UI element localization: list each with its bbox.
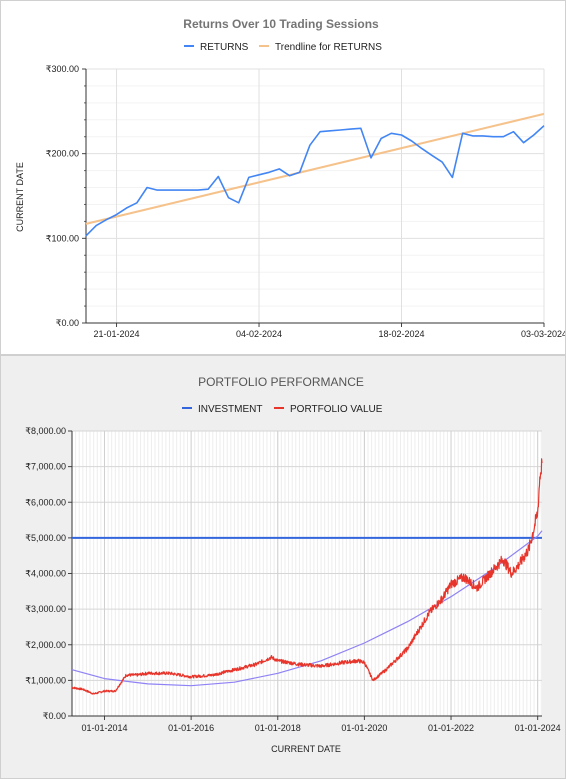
portfolio-chart-panel: PORTFOLIO PERFORMANCE INVESTMENT PORTFOL…	[0, 355, 566, 779]
series-line-returns	[85, 125, 545, 237]
x-tick-label: 01-01-2022	[428, 723, 474, 733]
y-axis-title: CURRENT DATE	[15, 162, 25, 232]
legend[interactable]: RETURNS Trendline for RETURNS	[184, 42, 382, 53]
y-tick-label: ₹2,000.00	[25, 640, 66, 650]
y-tick-label: ₹5,000.00	[25, 533, 66, 543]
x-tick-label: 01-01-2020	[341, 723, 387, 733]
x-tick-label: 18-02-2024	[378, 329, 424, 339]
series-lines	[71, 458, 543, 695]
y-tick-label: ₹0.00	[56, 318, 79, 328]
returns-chart-panel: Returns Over 10 Trading Sessions RETURNS…	[0, 0, 566, 355]
chart-title: Returns Over 10 Trading Sessions	[183, 17, 379, 31]
x-tick-label: 01-01-2016	[168, 723, 214, 733]
series-line-portfolio-value	[71, 458, 543, 695]
axes	[82, 68, 545, 327]
series-lines	[85, 112, 545, 237]
y-tick-label: ₹200.00	[46, 149, 79, 159]
x-tick-label: 03-03-2024	[521, 329, 565, 339]
x-tick-label: 04-02-2024	[236, 329, 282, 339]
axes	[68, 430, 542, 720]
returns-chart: Returns Over 10 Trading Sessions RETURNS…	[15, 17, 565, 339]
grid	[86, 68, 545, 323]
x-axis-title: CURRENT DATE	[271, 744, 341, 754]
legend-label-investment[interactable]: INVESTMENT	[198, 404, 262, 415]
legend-label-returns[interactable]: RETURNS	[200, 42, 249, 53]
legend[interactable]: INVESTMENT PORTFOLIO VALUE	[182, 404, 383, 415]
y-tick-label: ₹3,000.00	[25, 604, 66, 614]
y-tick-label: ₹100.00	[46, 233, 79, 243]
y-tick-label: ₹7,000.00	[25, 462, 66, 472]
y-tick-label: ₹6,000.00	[25, 497, 66, 507]
tick-labels: ₹0.00 ₹1,000.00 ₹2,000.00 ₹3,000.00 ₹4,000.0…	[25, 426, 560, 733]
legend-label-trendline[interactable]: Trendline for RETURNS	[275, 42, 382, 53]
portfolio-chart: PORTFOLIO PERFORMANCE INVESTMENT PORTFOL…	[25, 375, 560, 754]
y-tick-label: ₹0.00	[43, 711, 66, 721]
chart-title: PORTFOLIO PERFORMANCE	[198, 375, 364, 389]
x-tick-label: 01-01-2024	[515, 723, 561, 733]
legend-label-portfolio-value[interactable]: PORTFOLIO VALUE	[290, 404, 383, 415]
y-tick-label: ₹1,000.00	[25, 675, 66, 685]
x-tick-label: 01-01-2018	[255, 723, 301, 733]
tick-labels: ₹0.00 ₹100.00 ₹200.00 ₹300.00 21-01-2024 04-0…	[46, 64, 565, 339]
y-tick-label: ₹300.00	[46, 64, 79, 74]
y-tick-label: ₹4,000.00	[25, 569, 66, 579]
x-tick-label: 21-01-2024	[94, 329, 140, 339]
series-line-trendline	[85, 112, 545, 225]
x-tick-label: 01-01-2014	[81, 723, 127, 733]
grid	[71, 430, 542, 716]
y-tick-label: ₹8,000.00	[25, 426, 66, 436]
